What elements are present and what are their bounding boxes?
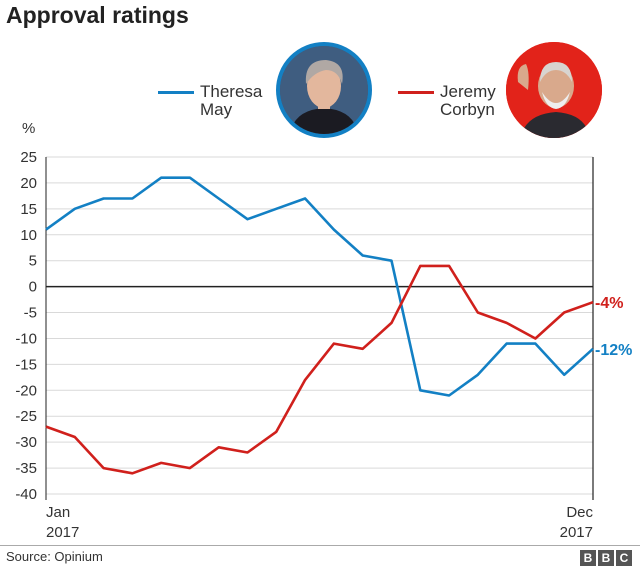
y-tick-label: 15 xyxy=(20,201,37,218)
source-note: Source: Opinium xyxy=(6,549,103,564)
y-tick-label: -35 xyxy=(15,460,37,477)
legend-may-line2: May xyxy=(200,100,233,119)
series-lines xyxy=(45,176,594,475)
y-tick-label: 0 xyxy=(29,279,37,296)
corbyn-series-line xyxy=(45,264,594,475)
legend-corbyn-line1: Jeremy xyxy=(440,82,496,101)
legend-may-line1: Theresa xyxy=(200,82,263,101)
y-tick-label: -15 xyxy=(15,356,37,373)
y-tick-label: 5 xyxy=(29,253,37,270)
legend-may-label: Theresa May xyxy=(200,83,262,119)
bbc-logo: B B C xyxy=(580,550,632,566)
bbc-logo-letter: B xyxy=(580,550,596,566)
legend-may-swatch xyxy=(158,91,194,94)
end-labels: -12% -4% xyxy=(595,295,632,359)
corbyn-end-label: -4% xyxy=(595,295,623,312)
y-tick-label: -25 xyxy=(15,408,37,425)
y-tick-label: -5 xyxy=(24,305,37,322)
theresa-may-portrait xyxy=(276,42,372,138)
y-tick-label: 20 xyxy=(20,175,37,192)
bbc-logo-letter: B xyxy=(598,550,614,566)
y-tick-label: -40 xyxy=(15,486,37,503)
y-axis-unit: % xyxy=(22,120,35,137)
chart-title: Approval ratings xyxy=(6,2,189,28)
legend-corbyn-swatch xyxy=(398,91,434,94)
legend-corbyn-line2: Corbyn xyxy=(440,100,495,119)
x-end-label-year: 2017 xyxy=(560,524,593,541)
axes xyxy=(45,157,594,500)
x-start-label-year: 2017 xyxy=(46,524,79,541)
grid-lines xyxy=(46,156,593,495)
jeremy-corbyn-portrait xyxy=(506,42,602,138)
y-tick-labels: % 25 20 15 10 5 0 -5 -10 -15 -20 -25 -30 -35 -40 Jan 201… xyxy=(15,120,593,541)
x-start-label-month: Jan xyxy=(46,504,70,521)
y-tick-label: -20 xyxy=(15,382,37,399)
y-tick-label: 25 xyxy=(20,149,37,166)
y-tick-label: 10 xyxy=(20,227,37,244)
may-series-line xyxy=(45,176,594,397)
y-tick-label: -10 xyxy=(15,330,37,347)
legend-corbyn-label: Jeremy Corbyn xyxy=(440,83,496,119)
line-chart: % 25 20 15 10 5 0 -5 -10 -15 -20 -25 -30 -35 -40 Jan 201… xyxy=(15,120,632,541)
bbc-logo-letter: C xyxy=(616,550,632,566)
may-end-label: -12% xyxy=(595,342,632,359)
footer-divider xyxy=(0,545,640,546)
y-tick-label: -30 xyxy=(15,434,37,451)
x-end-label-month: Dec xyxy=(566,504,593,521)
